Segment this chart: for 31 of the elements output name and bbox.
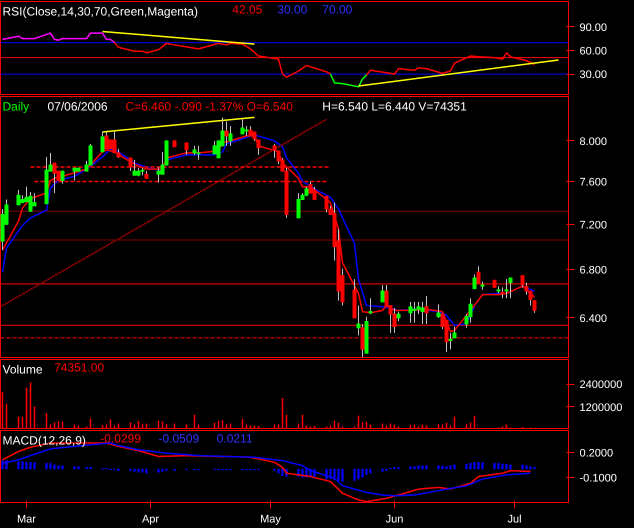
y-tick-label: 7.600 xyxy=(580,176,608,189)
x-tick-label: May xyxy=(260,514,282,526)
y-tick-label: 8.000 xyxy=(580,136,608,148)
y-tick-label: 6.400 xyxy=(580,312,608,325)
y-tick-label: 6.800 xyxy=(580,264,608,277)
annotation: C=6.460 -.090 -1.37% O=6.540 xyxy=(126,100,294,114)
chart-title: Daily xyxy=(2,100,30,114)
annotation: 70.00 xyxy=(322,2,353,16)
annotation: 07/06/2006 xyxy=(48,100,108,114)
y-tick-label: -0.1000 xyxy=(580,472,617,484)
chart-title: MACD(12,26,9) xyxy=(2,434,86,448)
annotation: -0.0509 xyxy=(158,432,200,446)
y-tick-label: 60.00 xyxy=(580,45,608,58)
annotation: H=6.540 L=6.440 V=74351 xyxy=(322,100,468,114)
y-tick-label: 0.2000 xyxy=(580,447,614,460)
y-tick-label: 7.200 xyxy=(580,219,608,232)
x-tick-label: Jun xyxy=(386,514,404,526)
annotation: 0.0211 xyxy=(216,432,253,446)
annotation: 74351.00 xyxy=(54,360,104,374)
chart-title: Volume xyxy=(2,362,43,376)
annotation: 42.05 xyxy=(232,2,263,16)
annotation: -0.0299 xyxy=(100,432,142,446)
y-tick-label: 1200000 xyxy=(580,402,622,414)
x-tick-label: Mar xyxy=(17,514,36,526)
x-tick-label: Apr xyxy=(142,514,160,526)
y-tick-label: 90.00 xyxy=(580,22,608,34)
annotation: 30.00 xyxy=(277,2,308,16)
y-tick-label: 2400000 xyxy=(580,379,622,392)
y-tick-label: 30.00 xyxy=(580,69,608,82)
chart-title: RSI(Close,14,30,70,Green,Magenta) xyxy=(2,4,198,18)
x-tick-label: Jul xyxy=(507,514,522,526)
